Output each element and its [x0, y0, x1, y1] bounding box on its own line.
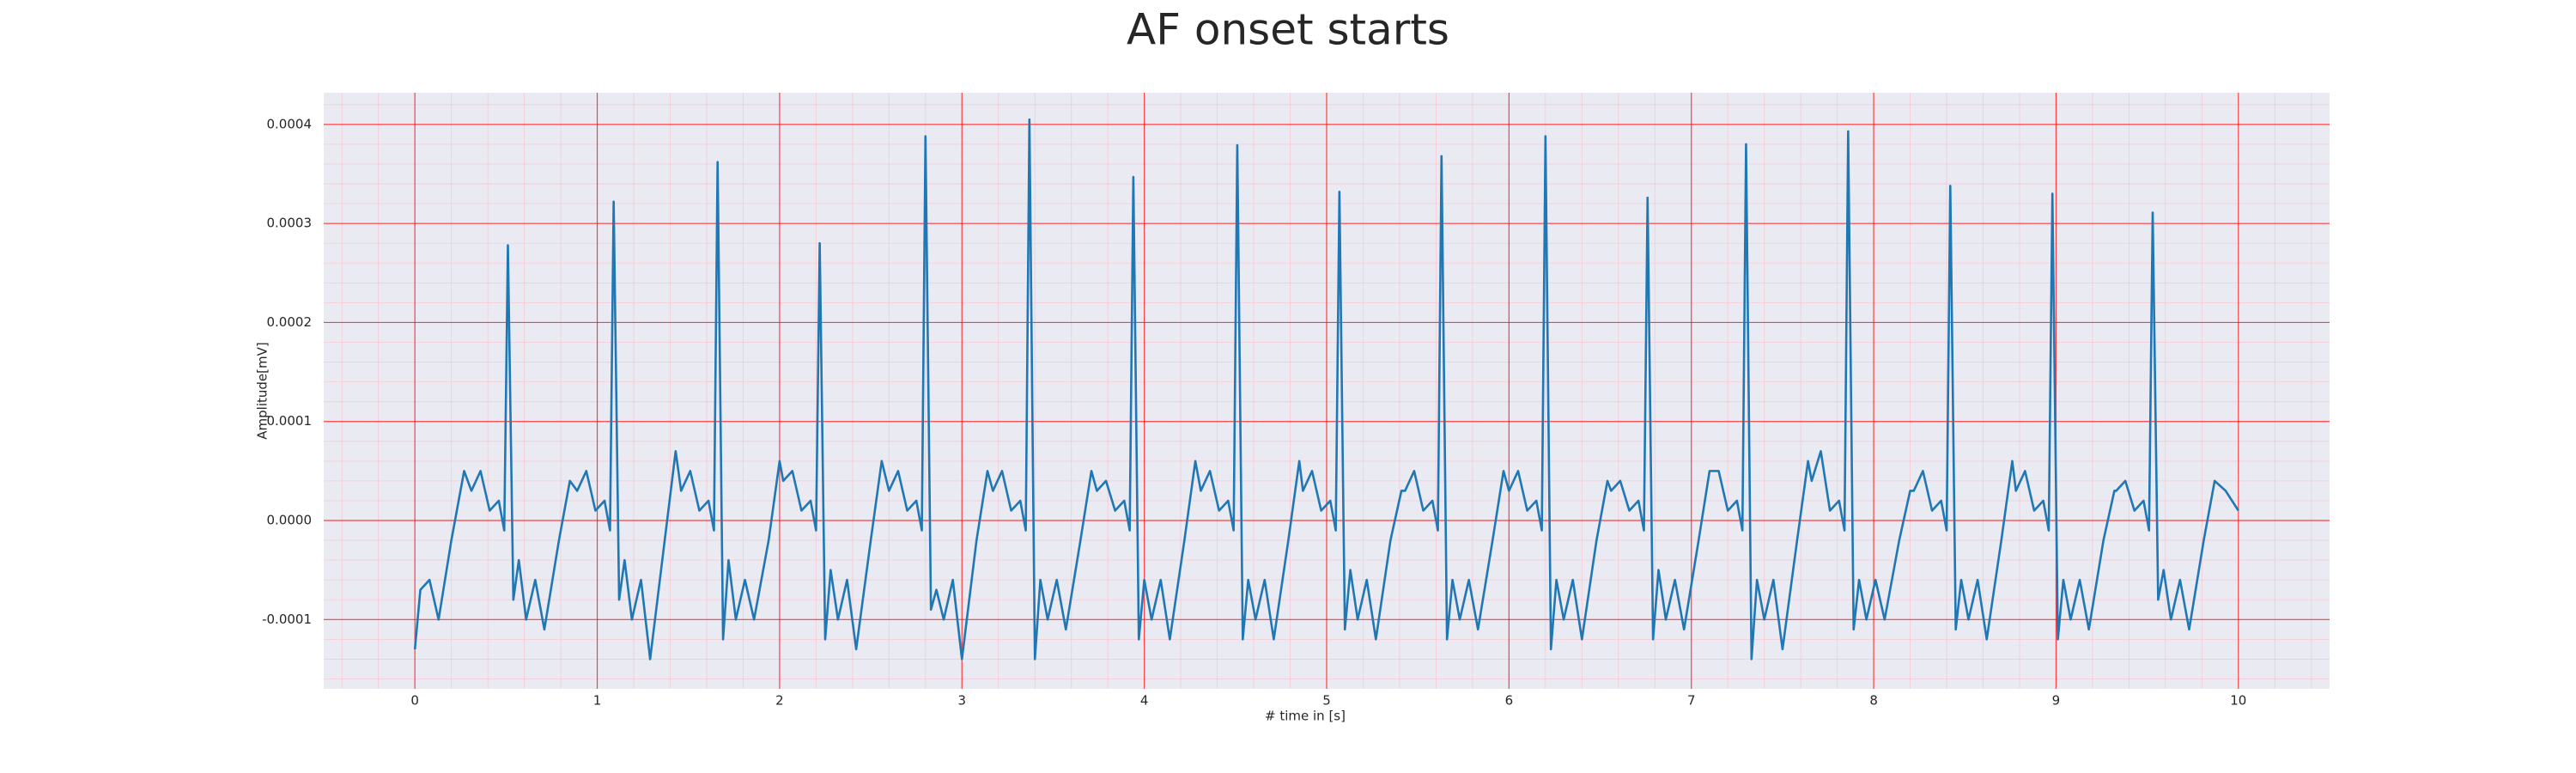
ecg-line: [413, 118, 2239, 660]
y-tick-label: 0.0001: [267, 413, 313, 429]
x-tick-label: 6: [1505, 693, 1514, 709]
x-tick-label: 3: [957, 693, 966, 709]
x-tick-label: 0: [410, 693, 419, 709]
y-tick-label: 0.0003: [267, 216, 313, 231]
x-tick-label: 4: [1140, 693, 1149, 709]
x-tick-label: 10: [2230, 693, 2246, 709]
y-tick-label: 0.0004: [267, 116, 313, 131]
x-axis-label: # time in [s]: [1265, 709, 1346, 724]
y-tick-label: -0.0001: [262, 612, 312, 627]
y-axis-label: Amplitude[mV]: [255, 342, 270, 439]
x-tick-label: 7: [1687, 693, 1696, 709]
x-tick-label: 5: [1322, 693, 1331, 709]
x-tick-label: 8: [1869, 693, 1878, 709]
x-tick-label: 9: [2052, 693, 2061, 709]
x-tick-label: 2: [775, 693, 784, 709]
y-tick-label: 0.0002: [267, 314, 313, 330]
x-tick-label: 1: [593, 693, 602, 709]
y-tick-label: 0.0000: [267, 513, 313, 528]
chart-title: AF onset starts: [1127, 5, 1449, 55]
